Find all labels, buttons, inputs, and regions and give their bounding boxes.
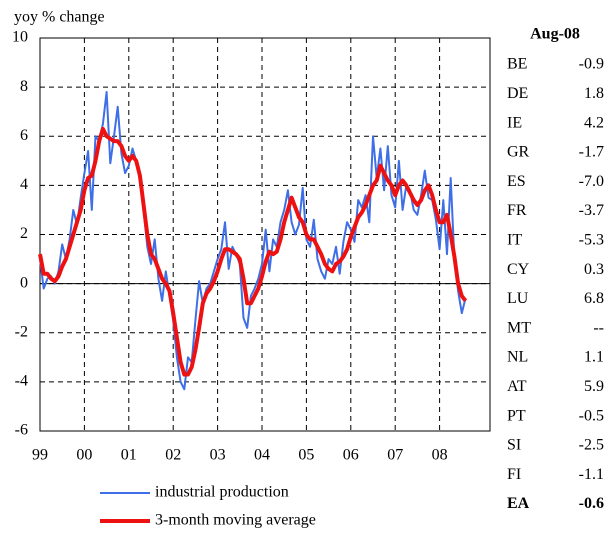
table-value: -0.9 bbox=[579, 56, 604, 73]
table-country: DE bbox=[507, 85, 528, 102]
legend-label: 3-month moving average bbox=[155, 512, 316, 529]
table-value: -2.5 bbox=[579, 437, 604, 454]
table-country: BE bbox=[507, 56, 527, 73]
legend-label: industrial production bbox=[155, 484, 289, 501]
x-tick-label: 00 bbox=[76, 447, 92, 464]
table-country: IE bbox=[507, 114, 522, 131]
table-country: EA bbox=[507, 495, 530, 512]
table-value: 4.2 bbox=[584, 114, 604, 131]
x-tick-label: 01 bbox=[121, 447, 137, 464]
table-value: 1.8 bbox=[584, 85, 604, 102]
table-value: -3.7 bbox=[579, 202, 604, 219]
x-tick-label: 08 bbox=[432, 447, 448, 464]
y-tick-label: -2 bbox=[15, 323, 28, 340]
table-country: LU bbox=[507, 290, 529, 307]
y-tick-label: 0 bbox=[20, 274, 28, 291]
table-header: Aug-08 bbox=[530, 26, 580, 43]
table-value: 6.8 bbox=[584, 290, 604, 307]
table-country: PT bbox=[507, 407, 526, 424]
table-value: -1.1 bbox=[579, 466, 604, 483]
table-country: MT bbox=[507, 319, 531, 336]
y-tick-label: 10 bbox=[12, 29, 28, 46]
y-tick-label: 2 bbox=[20, 225, 28, 242]
table-value: 0.3 bbox=[584, 261, 604, 278]
table-country: NL bbox=[507, 349, 528, 366]
x-tick-label: 07 bbox=[387, 447, 403, 464]
y-tick-label: 4 bbox=[20, 176, 28, 193]
y-tick-label: 6 bbox=[20, 127, 28, 144]
y-tick-label: -6 bbox=[15, 422, 28, 439]
table-country: IT bbox=[507, 231, 522, 248]
data-line bbox=[39, 91, 467, 391]
x-tick-label: 06 bbox=[343, 447, 359, 464]
table-value: 5.9 bbox=[584, 378, 604, 395]
plot-border bbox=[39, 37, 491, 432]
table-country: CY bbox=[507, 261, 530, 278]
table-value: -- bbox=[593, 319, 604, 336]
table-country: GR bbox=[507, 144, 530, 161]
y-tick-label: -4 bbox=[15, 373, 28, 390]
table-country: FI bbox=[507, 466, 521, 483]
table-value: -5.3 bbox=[579, 231, 604, 248]
x-tick-label: 02 bbox=[165, 447, 181, 464]
table-value: -7.0 bbox=[579, 173, 604, 190]
y-axis-label: yoy % change bbox=[14, 9, 105, 26]
x-tick-label: 99 bbox=[32, 447, 48, 464]
table-country: FR bbox=[507, 202, 527, 219]
table-value: -0.6 bbox=[579, 495, 604, 512]
y-tick-label: 8 bbox=[20, 78, 28, 95]
table-country: AT bbox=[507, 378, 527, 395]
table-country: ES bbox=[507, 173, 526, 190]
table-value: -1.7 bbox=[579, 144, 604, 161]
x-tick-label: 03 bbox=[210, 447, 226, 464]
table-value: -0.5 bbox=[579, 407, 604, 424]
x-tick-label: 04 bbox=[254, 447, 270, 464]
x-tick-label: 05 bbox=[298, 447, 314, 464]
data-line bbox=[38, 126, 468, 377]
table-country: SI bbox=[507, 437, 521, 454]
table-value: 1.1 bbox=[584, 349, 604, 366]
